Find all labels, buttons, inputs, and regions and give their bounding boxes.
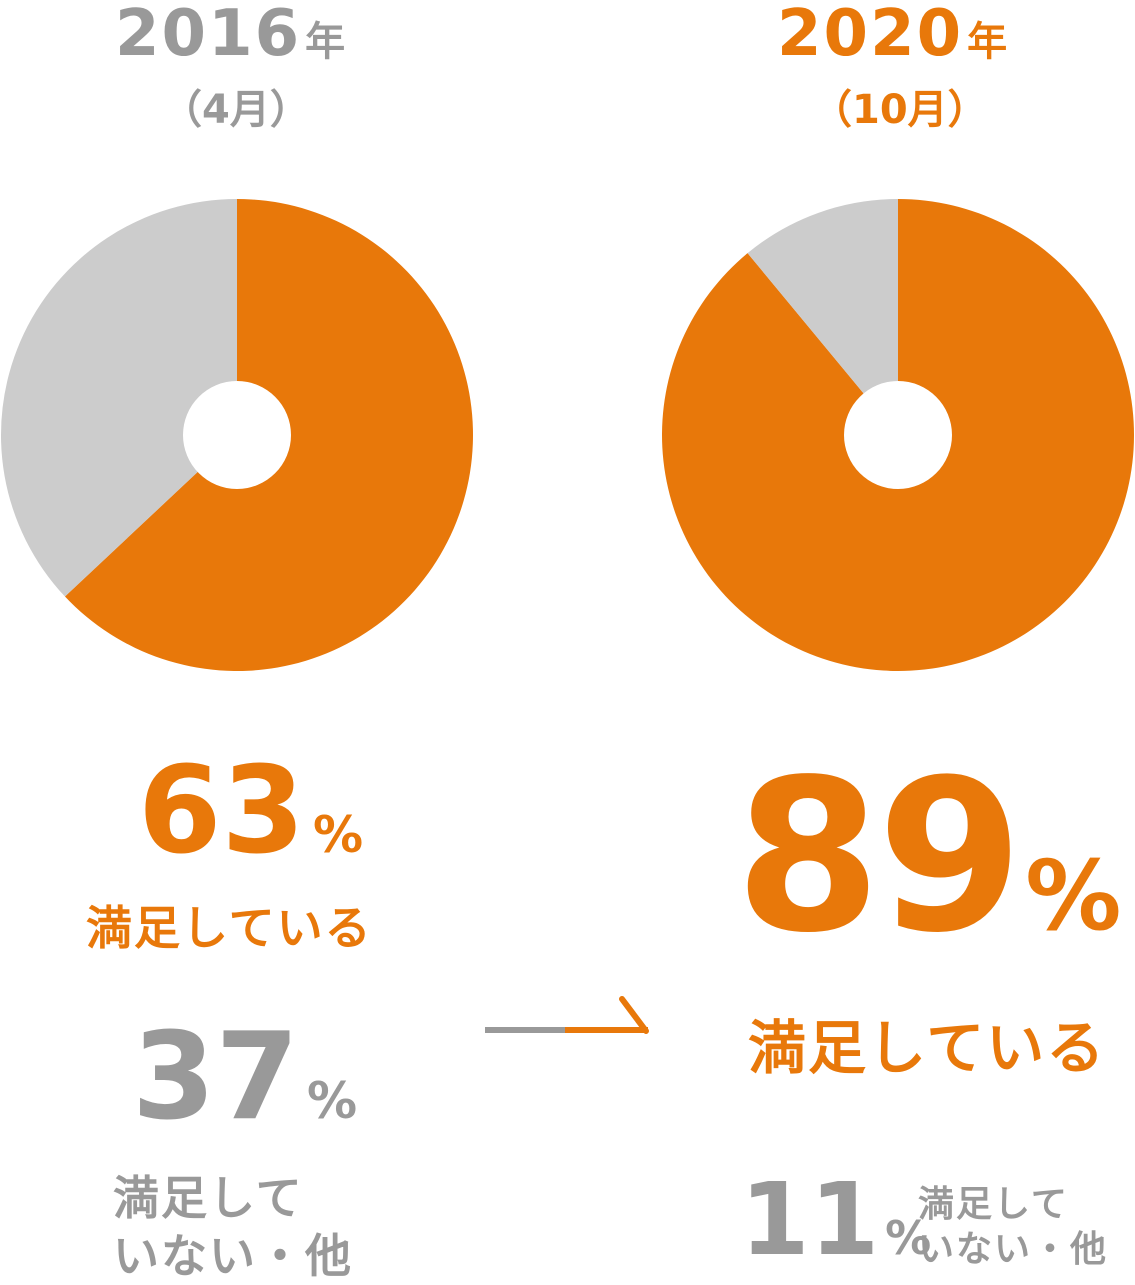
pie-center-hole-2020 (844, 381, 952, 489)
unsatisfied-label-line2-2016: いない・他 (113, 1228, 353, 1285)
unsatisfied-label-line1-2020: 満足して (918, 1182, 1108, 1227)
year-unit-2016: 年 (305, 19, 347, 65)
pie-chart-2020 (662, 199, 1134, 671)
satisfied-label-2016: 満足している (86, 900, 373, 958)
satisfied-value-2020: 89 (735, 734, 1019, 979)
title-month-2020: （10月） (812, 90, 988, 130)
satisfied-unit-2016: % (313, 810, 363, 860)
unsatisfied-value-2016: 37 (132, 1008, 299, 1147)
arrow-right-icon (485, 999, 648, 1031)
satisfied-value-2016: 63 (138, 742, 305, 881)
year-number-2016: 2016 (115, 0, 301, 71)
pie-center-hole-2016 (183, 381, 291, 489)
unsatisfied-unit-2016: % (307, 1076, 357, 1126)
pie-chart-2016 (1, 199, 473, 671)
satisfied-unit-2020: % (1025, 848, 1121, 944)
unsatisfied-percent-2016: 37% (132, 1018, 357, 1138)
unsatisfied-label-2020: 満足していない・他 (918, 1182, 1108, 1272)
satisfied-percent-2020: 89% (735, 752, 1121, 962)
unsatisfied-percent-2020: 11% (740, 1170, 931, 1270)
unsatisfied-label-2016: 満足していない・他 (113, 1170, 353, 1285)
year-number-2020: 2020 (777, 0, 963, 71)
title-month-2016: （4月） (162, 90, 310, 130)
year-unit-2020: 年 (967, 19, 1009, 65)
unsatisfied-label-line2-2020: いない・他 (918, 1227, 1108, 1272)
satisfied-percent-2016: 63% (138, 752, 363, 872)
unsatisfied-label-line1-2016: 満足して (113, 1170, 353, 1228)
satisfied-label-2020: 満足している (748, 1012, 1106, 1085)
unsatisfied-value-2020: 11 (740, 1161, 879, 1278)
